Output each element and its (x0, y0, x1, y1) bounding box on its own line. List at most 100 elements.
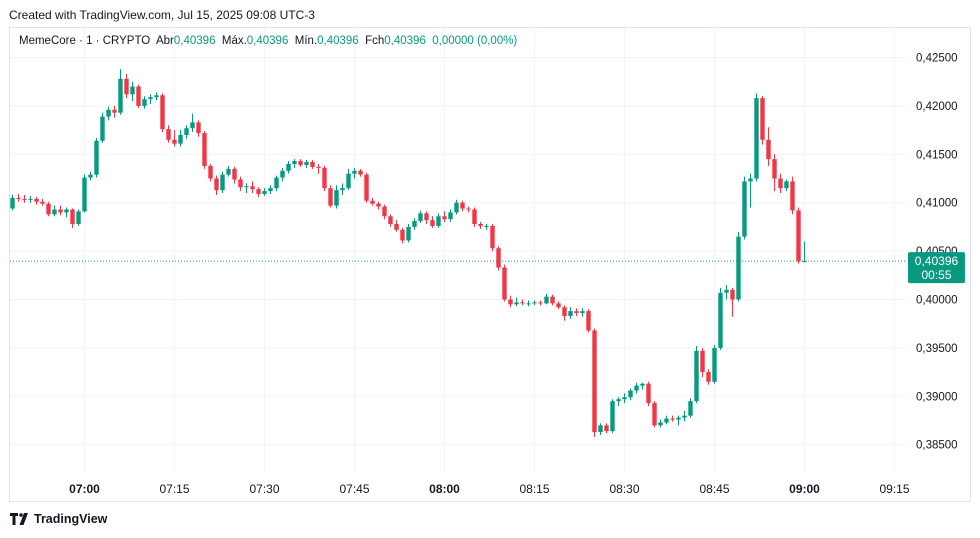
candle (460, 200, 465, 212)
candle (550, 294, 555, 306)
time-axis: 07:00 07:15 07:30 07:45 08:00 08:15 08:30 08:45… (69, 482, 910, 496)
candle (292, 159, 297, 168)
candle-body (172, 139, 177, 144)
candle (772, 154, 777, 192)
candle-body (718, 292, 723, 348)
candle (88, 171, 93, 181)
candle (370, 197, 375, 206)
candle (388, 214, 393, 227)
candle (232, 166, 237, 184)
candle-body (586, 311, 591, 331)
candle-body (772, 159, 777, 179)
candle (142, 96, 147, 109)
price-badge-bg (908, 252, 965, 284)
candle-body (154, 95, 159, 98)
candle-body (754, 98, 759, 179)
candle (754, 93, 759, 182)
price-badge-value: 0,40396 (915, 254, 959, 268)
candle-body (544, 296, 549, 304)
candle-body (742, 181, 747, 237)
candle-body (778, 178, 783, 189)
candle (352, 167, 357, 179)
created-with-text: Created with TradingView.com, Jul 15, 20… (9, 8, 315, 22)
candle-body (730, 289, 735, 300)
candle-body (226, 168, 231, 175)
candle (442, 211, 447, 223)
footer-brand[interactable]: TradingView (10, 512, 107, 526)
x-tick-label: 08:00 (429, 482, 460, 496)
y-tick-label: 0,42500 (916, 53, 958, 65)
candle-body (454, 202, 459, 213)
candle (190, 113, 195, 133)
candle-body (460, 202, 465, 209)
tradingview-brand: TradingView (34, 512, 108, 526)
candle (634, 382, 639, 394)
candle (250, 181, 255, 194)
candle-body (766, 139, 771, 160)
candle-body (676, 417, 681, 420)
candle-body (562, 307, 567, 316)
candle-body (448, 212, 453, 220)
candle-body (220, 174, 225, 191)
chart-frame[interactable] (9, 27, 971, 502)
candle (568, 307, 573, 319)
candle (34, 196, 39, 205)
candle-body (352, 170, 357, 174)
candle (340, 183, 345, 195)
candle (640, 382, 645, 390)
candle (664, 415, 669, 425)
open-value: 0,40396 (173, 35, 216, 47)
candle (628, 388, 633, 401)
candle (100, 112, 105, 143)
candle (724, 284, 729, 300)
candle (238, 176, 243, 192)
candle-body (280, 170, 285, 178)
candle (472, 207, 477, 227)
candle (82, 174, 87, 213)
candle (64, 207, 69, 218)
candle (646, 381, 651, 406)
top-bar: Created with TradingView.com, Jul 15, 20… (0, 0, 980, 30)
candle-body (502, 267, 507, 300)
price-axis: 0,425000,420000,415000,410000,405000,400… (916, 53, 958, 452)
candle (196, 120, 201, 137)
x-tick-label: 09:15 (879, 482, 909, 496)
candle (538, 300, 543, 306)
candle (118, 69, 123, 115)
candle (616, 397, 621, 406)
x-tick-label: 08:15 (519, 482, 549, 496)
candle-body (298, 161, 303, 165)
candle (112, 105, 117, 118)
candle (682, 410, 687, 422)
candle-body (760, 98, 765, 140)
candle (364, 172, 369, 203)
candle-body (334, 190, 339, 206)
candle (334, 185, 339, 209)
candle-body (388, 216, 393, 224)
candle (328, 185, 333, 208)
candle (184, 125, 189, 139)
candle (496, 246, 501, 271)
candle (202, 131, 207, 169)
candle-body (658, 422, 663, 426)
candle (670, 415, 675, 422)
candle-body (604, 425, 609, 432)
candle (586, 309, 591, 333)
candle (286, 161, 291, 174)
candle-body (652, 403, 657, 426)
candle (214, 175, 219, 195)
candle-body (94, 140, 99, 175)
candle (70, 208, 75, 228)
candle (76, 209, 81, 226)
x-tick-label: 07:00 (69, 482, 100, 496)
x-tick-label: 07:15 (159, 482, 189, 496)
candle-body (76, 211, 81, 224)
symbol-name: MemeCore · 1 · CRYPTO (19, 35, 151, 47)
candle (688, 398, 693, 418)
candle (778, 173, 783, 194)
candle-body (538, 302, 543, 304)
candle (418, 210, 423, 224)
candle-body (682, 415, 687, 418)
candle-body (784, 181, 789, 189)
